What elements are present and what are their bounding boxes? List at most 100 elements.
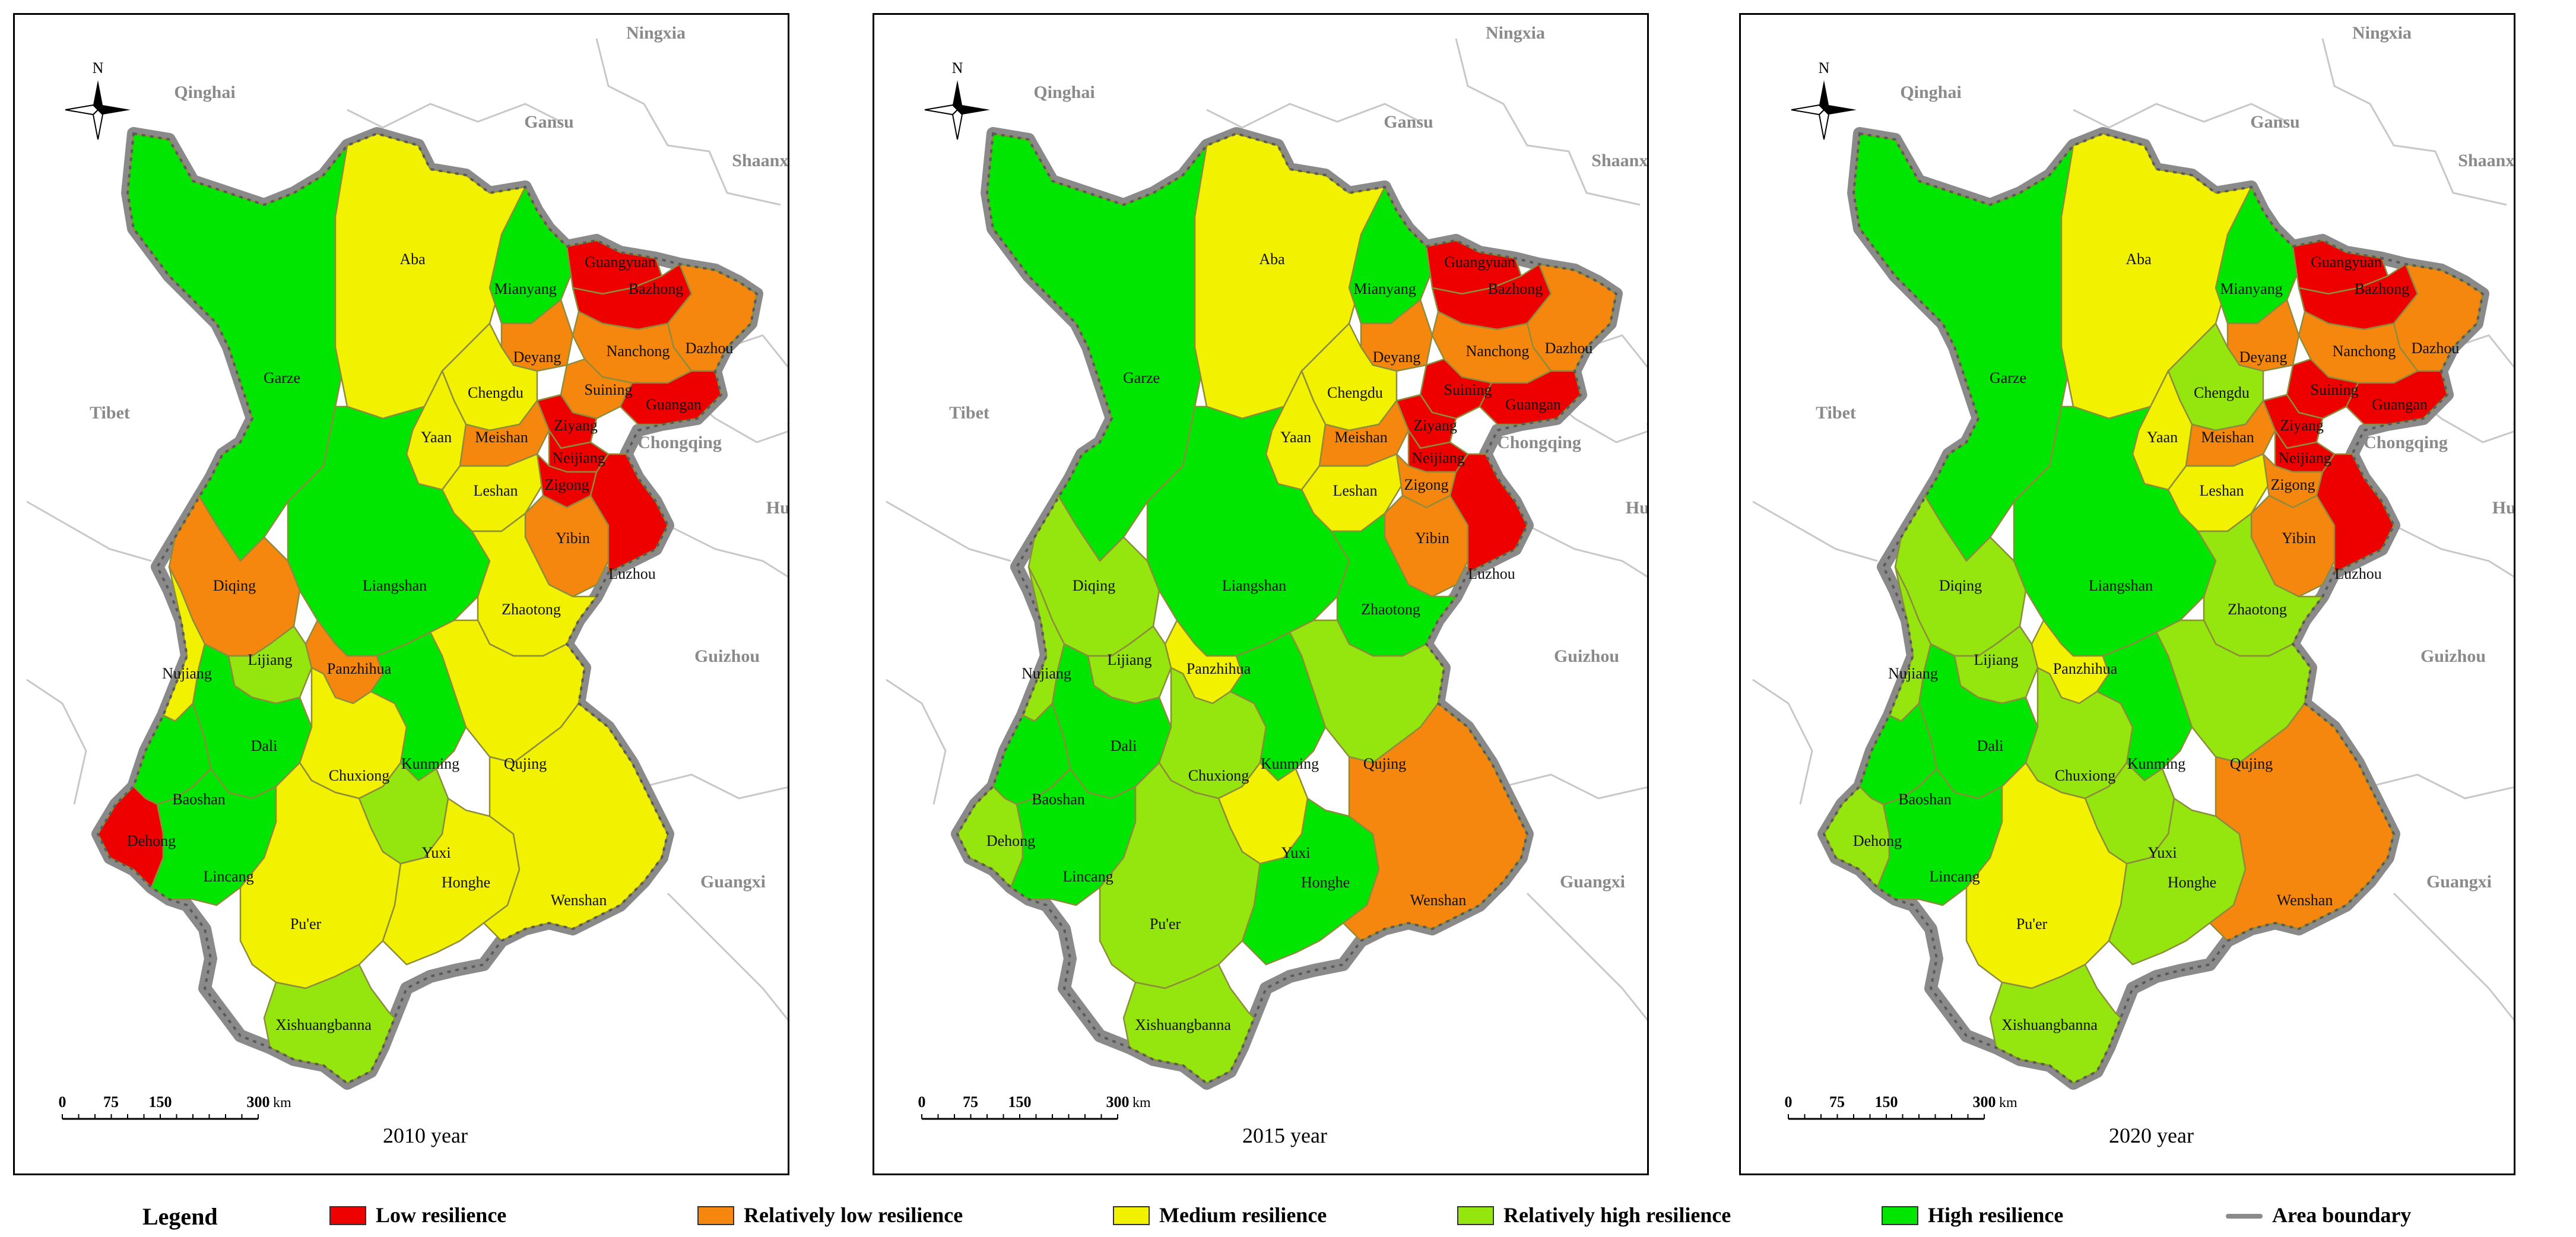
city-label: Chengdu: [468, 384, 524, 401]
city-label: Guangyuan: [1444, 253, 1515, 271]
province-border: [667, 892, 788, 1021]
city-label: Nujiang: [1021, 665, 1071, 682]
city-label: Chengdu: [1327, 384, 1383, 401]
legend-label: Area boundary: [2272, 1203, 2412, 1227]
map-panel-3: Ningxia Qinghai Gansu Shaanxi Tibet Hubei Chon…: [1739, 13, 2515, 1175]
neighbor-label: Ningxia: [626, 23, 686, 43]
province-border: [886, 678, 947, 805]
city-label: Zigong: [1404, 476, 1448, 493]
city-label: Dehong: [127, 832, 176, 849]
neighbor-label: Guangxi: [700, 872, 766, 892]
city-label: Dehong: [1853, 832, 1902, 849]
city-label: Luzhou: [1468, 565, 1515, 582]
neighbor-label: Shaanxi: [2458, 151, 2514, 170]
city-label: Diqing: [1939, 577, 1982, 594]
legend-label: Relatively low resilience: [744, 1203, 963, 1227]
north-arrow-icon: N: [65, 59, 131, 140]
city-label: Dali: [251, 737, 278, 754]
province-border: [1455, 38, 1641, 206]
city-label: Dazhou: [686, 340, 734, 357]
city-label: Nanchong: [607, 342, 670, 360]
city-label: Wenshan: [1410, 892, 1467, 909]
city-label: Guangan: [2372, 396, 2428, 413]
city-label: Aba: [399, 250, 426, 268]
city-label: Dazhou: [1545, 340, 1593, 357]
city-label: Wenshan: [2277, 892, 2333, 909]
city-label: Qujing: [1363, 755, 1406, 772]
neighbor-label: Tibet: [949, 403, 989, 423]
scale-tick-label: 75: [1829, 1093, 1845, 1111]
city-label: Diqing: [213, 577, 256, 594]
city-label: Liangshan: [363, 577, 427, 594]
map-svg: NingxiaQinghaiGansuShaanxiTibetHubeiChon…: [886, 23, 1647, 1147]
city-label: Zhaotong: [1361, 601, 1420, 618]
area-boundary-inner: [96, 132, 759, 1085]
city-region-zhaotong: [1330, 512, 1457, 657]
city-label: Nanchong: [1466, 342, 1530, 360]
city-label: Garze: [264, 369, 300, 386]
city-label: Garze: [1123, 369, 1160, 386]
city-label: Mianyang: [1353, 280, 1416, 297]
city-label: Dali: [1111, 737, 1137, 754]
neighbor-label: Tibet: [1816, 403, 1856, 423]
city-label: Kunming: [1261, 755, 1319, 772]
city-label: Meishan: [2201, 429, 2254, 446]
city-label: Mianyang: [494, 280, 556, 297]
city-label: Yuxi: [421, 844, 451, 861]
city-label: Yibin: [1415, 529, 1449, 547]
province-border: [643, 773, 788, 800]
city-region-kunming: [370, 631, 467, 782]
legend-swatch: [1113, 1206, 1150, 1225]
scale-bar: 0 75 150 300 km: [1785, 1093, 2017, 1120]
area-boundary-inner: [1822, 132, 2485, 1085]
scale-tick-label: 150: [1875, 1093, 1898, 1111]
city-label: Lincang: [1929, 868, 1979, 885]
city-label: Zhaotong: [502, 601, 561, 618]
scale-tick-label: 150: [1008, 1093, 1032, 1111]
year-label: 2015 year: [1242, 1124, 1327, 1147]
city-label: Guangyuan: [2311, 253, 2382, 271]
scale-tick-label: 300: [1973, 1093, 1996, 1111]
province-border: [26, 500, 152, 562]
city-label: Lijiang: [1974, 651, 2018, 668]
city-label: Bazhong: [1488, 280, 1543, 297]
year-label: 2010 year: [383, 1124, 468, 1147]
legend-swatch: [329, 1206, 366, 1225]
year-label: 2020 year: [2109, 1124, 2194, 1147]
legend-swatch: [1457, 1206, 1494, 1225]
city-label: Pu'er: [290, 915, 322, 932]
scale-tick-label: 0: [918, 1093, 926, 1111]
city-label: Guangyuan: [585, 253, 656, 271]
city-label: Zigong: [2270, 476, 2315, 493]
scale-unit: km: [1132, 1095, 1151, 1111]
city-label: Lincang: [203, 868, 253, 885]
legend-boundary-line: [2226, 1214, 2263, 1219]
city-label: Mianyang: [2220, 280, 2282, 297]
north-arrow-icon: N: [1791, 59, 1857, 140]
neighbor-label: Qinghai: [174, 83, 235, 102]
map-panel-2: NingxiaQinghaiGansuShaanxiTibetHubeiChon…: [873, 13, 1649, 1175]
neighbor-label: Guizhou: [1554, 646, 1619, 666]
city-label: Xishuangbanna: [2001, 1016, 2098, 1033]
city-label: Leshan: [2199, 482, 2244, 499]
neighbor-label: Gansu: [524, 112, 573, 132]
neighbor-label: Hubei: [2513, 409, 2514, 429]
neighbor-label: Guangxi: [1560, 872, 1625, 892]
legend-label: High resilience: [1928, 1203, 2064, 1227]
area-boundary-inner: [956, 132, 1618, 1085]
city-label: Xishuangbanna: [1135, 1016, 1231, 1033]
province-border: [2321, 38, 2507, 206]
legend: Legend Low resilience Relatively low resi…: [0, 1187, 2576, 1237]
city-label: Pu'er: [2016, 915, 2048, 932]
city-label: Deyang: [2239, 348, 2288, 366]
neighbor-label: Ningxia: [1486, 23, 1545, 43]
map-svg: NingxiaQinghaiGansuShaanxiTibetHubeiChon…: [26, 23, 788, 1147]
province-border: [1752, 678, 1813, 805]
city-label: Yuxi: [1281, 844, 1310, 861]
city-label: Dehong: [986, 832, 1035, 849]
map-panel-1: Ningxia Qinghai Gansu Shaanxi Tibet Hubei Chon…: [13, 13, 789, 1175]
province-border: [347, 103, 561, 129]
city-label: Kunming: [401, 755, 459, 772]
city-label: Guangan: [1505, 396, 1561, 413]
city-label: Leshan: [1333, 482, 1377, 499]
